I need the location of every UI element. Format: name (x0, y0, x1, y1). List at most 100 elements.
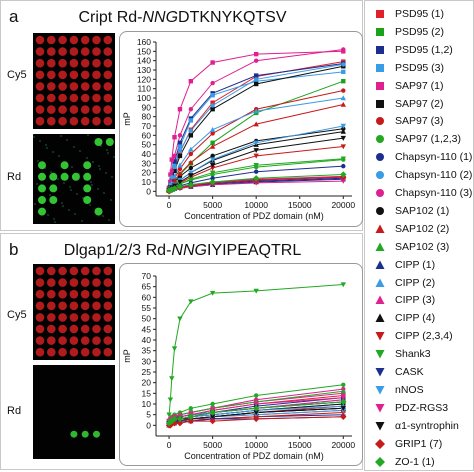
array-spot (80, 289, 90, 299)
array-spot (80, 336, 90, 345)
data-point (172, 135, 177, 140)
array-spot (92, 35, 101, 45)
x-tick-label: 0 (167, 440, 172, 450)
legend-marker (376, 45, 384, 54)
y-axis-label: mP (122, 349, 132, 363)
array-spot (103, 347, 113, 357)
legend-marker-shape (375, 456, 385, 467)
legend-item: Chapsyn-110 (2) (365, 166, 474, 185)
data-point (188, 151, 194, 157)
array-spot (83, 172, 92, 181)
panel-letter: a (9, 7, 19, 26)
legend-item: ZO-1 (1) (365, 453, 474, 472)
cy5-label: Cy5 (7, 69, 27, 81)
legend-item: nNOS (365, 381, 474, 400)
array-spot (69, 313, 79, 322)
array-noise (99, 168, 101, 170)
array-spot (58, 93, 67, 103)
data-point (209, 165, 216, 171)
array-spot (49, 196, 58, 204)
array-spot (92, 58, 101, 68)
data-point (187, 413, 195, 420)
rd-array-image (33, 365, 115, 459)
legend-item: SAP97 (1,2,3) (365, 130, 474, 149)
legend-item: Chapsyn-110 (3) (365, 184, 474, 203)
legend-marker (375, 278, 385, 287)
data-point (209, 157, 216, 163)
array-spot (80, 116, 90, 126)
data-point (210, 80, 215, 86)
rd-array-image (33, 134, 115, 224)
array-noise (73, 146, 75, 148)
data-point (253, 169, 259, 174)
data-point (188, 170, 194, 176)
array-spot (80, 58, 90, 68)
legend-item: SAP102 (2) (365, 220, 474, 239)
array-spot (103, 324, 113, 334)
legend-marker (376, 81, 384, 90)
array-spot (38, 196, 46, 204)
data-point (210, 107, 215, 112)
legend-item: CIPP (1) (365, 256, 474, 275)
panel-letter: b (9, 240, 19, 259)
array-spot (38, 184, 46, 193)
data-point (341, 62, 346, 67)
array-spot (69, 336, 79, 345)
array-spot (58, 116, 67, 126)
legend-item: PSD95 (1,2) (365, 41, 474, 60)
array-spot (92, 347, 101, 357)
legend-marker-shape (375, 260, 385, 269)
data-point (209, 163, 216, 168)
legend-marker-shape (375, 224, 385, 233)
data-point (177, 162, 183, 168)
y-tick-label: 10 (142, 177, 152, 187)
data-point (188, 118, 194, 123)
array-spot (103, 58, 113, 68)
nng-label: NNG (171, 242, 207, 259)
legend-label: Chapsyn-110 (3) (395, 187, 473, 199)
legend-marker-shape (375, 332, 385, 341)
data-point (168, 172, 173, 177)
array-noise (68, 209, 70, 211)
array-spot (58, 347, 67, 357)
y-tick-label: 65 (142, 282, 152, 292)
data-point (188, 299, 194, 305)
legend-item: CIPP (3) (365, 291, 474, 310)
data-point (187, 181, 195, 188)
array-spot (47, 278, 56, 287)
nng-label: NNG (142, 9, 179, 26)
protein-name: Cript (78, 9, 113, 26)
array-spot (60, 172, 69, 181)
array-noise (91, 184, 93, 186)
array-spot (58, 35, 67, 45)
data-point (340, 406, 346, 411)
data-point (340, 95, 346, 101)
legend-label: SAP102 (2) (395, 222, 450, 235)
array-spot (103, 116, 113, 126)
array-spot (47, 82, 56, 91)
data-point (252, 405, 260, 412)
panel-title: Dlgap1/2/3 Rd-NNGIYIPEAQTRL (1, 242, 364, 260)
data-point (172, 159, 177, 164)
legend-marker (376, 171, 384, 180)
binding-chart: 0102030405060708090100110120130140150160… (122, 37, 355, 221)
array-spot (58, 336, 67, 345)
data-point (253, 121, 259, 127)
y-tick-label: 50 (142, 314, 152, 324)
array-spot (35, 324, 45, 334)
data-point (188, 177, 194, 182)
array-noise (46, 147, 48, 149)
data-point (176, 420, 184, 427)
data-point (341, 163, 346, 169)
array-spot (58, 58, 67, 68)
data-point (340, 398, 347, 406)
array-spot (80, 47, 90, 56)
data-point (169, 168, 174, 173)
data-point (171, 185, 178, 192)
array-spot (35, 336, 45, 345)
legend-marker (375, 456, 385, 467)
data-point (210, 60, 215, 65)
legend-label: Chapsyn-110 (2) (395, 169, 473, 182)
legend-item: SAP97 (1) (365, 77, 474, 96)
